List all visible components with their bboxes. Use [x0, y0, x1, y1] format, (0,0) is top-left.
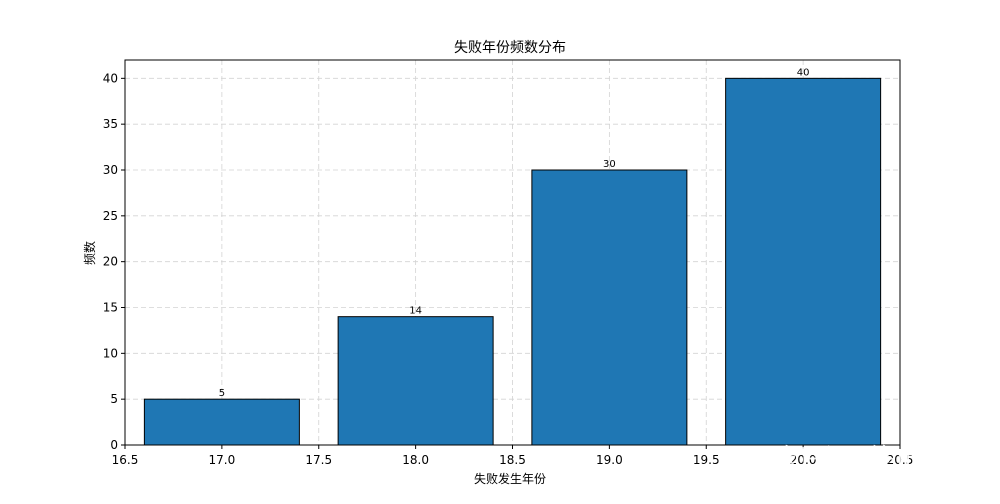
x-tick-label: 18.0 — [402, 453, 429, 467]
x-axis-ticks: 16.5 17.0 17.5 18.0 18.5 19.0 19.5 20.0 20.5 — [112, 445, 914, 467]
bar — [143, 398, 300, 446]
y-tick-label: 25 — [103, 209, 118, 223]
y-axis-ticks: 0 5 10 15 20 25 30 35 40 — [103, 71, 125, 452]
x-tick-label: 20.0 — [790, 453, 817, 467]
y-tick-label: 30 — [103, 163, 118, 177]
x-tick-label: 17.5 — [305, 453, 332, 467]
y-axis-label: 频数 — [82, 241, 97, 265]
x-axis-label: 失败发生年份 — [474, 471, 546, 486]
watermark: 知乎 @终止进程 — [782, 444, 972, 474]
bar-value-label: 40 — [797, 67, 810, 78]
x-tick-label: 20.5 — [887, 453, 914, 467]
y-tick-label: 15 — [103, 301, 118, 315]
x-tick-label: 19.0 — [596, 453, 623, 467]
y-tick-label: 40 — [103, 71, 118, 85]
bar-value-label: 30 — [603, 159, 616, 170]
x-tick-label: 16.5 — [112, 453, 139, 467]
y-tick-label: 5 — [110, 392, 118, 406]
y-tick-label: 20 — [103, 255, 118, 269]
y-tick-label: 10 — [103, 346, 118, 360]
y-tick-label: 0 — [110, 438, 118, 452]
bar — [337, 316, 494, 446]
bar — [531, 169, 688, 446]
chart-title: 失败年份频数分布 — [454, 40, 566, 56]
x-tick-label: 17.0 — [209, 453, 236, 467]
bar — [725, 77, 882, 446]
bars — [143, 77, 882, 446]
y-tick-label: 35 — [103, 117, 118, 131]
x-tick-label: 19.5 — [693, 453, 720, 467]
bar-value-label: 14 — [409, 306, 422, 317]
bar-value-label: 5 — [219, 388, 225, 399]
data-labels: 5 14 30 40 — [219, 67, 810, 399]
x-tick-label: 18.5 — [499, 453, 526, 467]
